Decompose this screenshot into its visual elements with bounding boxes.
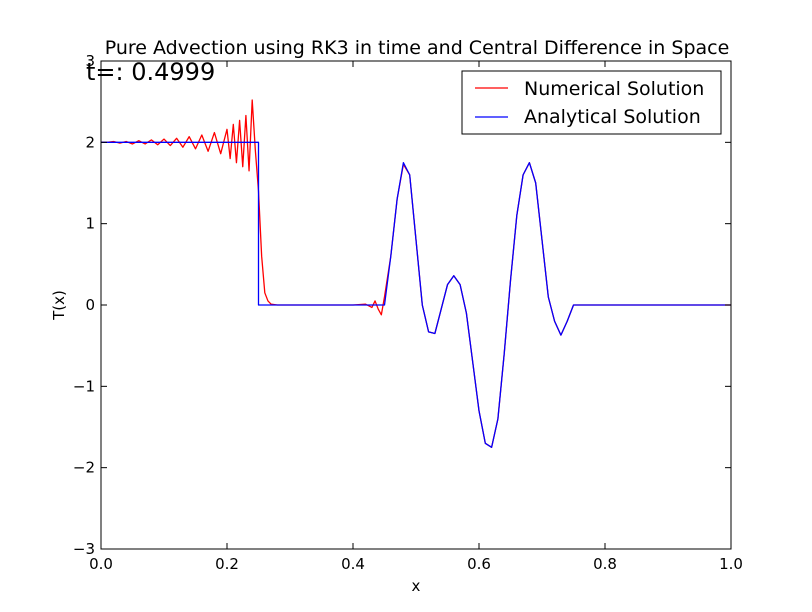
y-tick-label: −1 xyxy=(73,377,95,395)
y-tick-label: 3 xyxy=(85,52,95,70)
x-tick-label: 0.8 xyxy=(593,555,617,573)
y-tick-label: 1 xyxy=(85,215,95,233)
legend-label-numerical: Numerical Solution xyxy=(524,78,704,100)
y-tick-label: 0 xyxy=(85,296,95,314)
x-tick-label: 0.6 xyxy=(467,555,491,573)
x-tick-label: 0.4 xyxy=(341,555,365,573)
ticks-layer: 0.0 0.2 0.4 0.6 0.8 1.0 −3 −2 −1 0 1 2 3 xyxy=(73,52,743,573)
y-tick-label: −3 xyxy=(73,540,95,558)
series-layer xyxy=(101,99,731,448)
x-axis-label: x xyxy=(412,577,421,595)
y-tick-label: −2 xyxy=(73,459,95,477)
chart-title: Pure Advection using RK3 in time and Cen… xyxy=(105,37,730,59)
x-tick-label: 1.0 xyxy=(719,555,743,573)
x-tick-label: 0.2 xyxy=(215,555,239,573)
y-tick-label: 2 xyxy=(85,133,95,151)
x-tick-label: 0.0 xyxy=(89,555,113,573)
legend-box xyxy=(461,70,722,135)
legend: Numerical Solution Analytical Solution xyxy=(461,70,722,135)
y-axis-label: T(x) xyxy=(50,290,68,321)
time-annotation: t=: 0.4999 xyxy=(86,58,215,86)
legend-label-analytical: Analytical Solution xyxy=(524,106,701,128)
series-line-analytical xyxy=(101,141,731,448)
